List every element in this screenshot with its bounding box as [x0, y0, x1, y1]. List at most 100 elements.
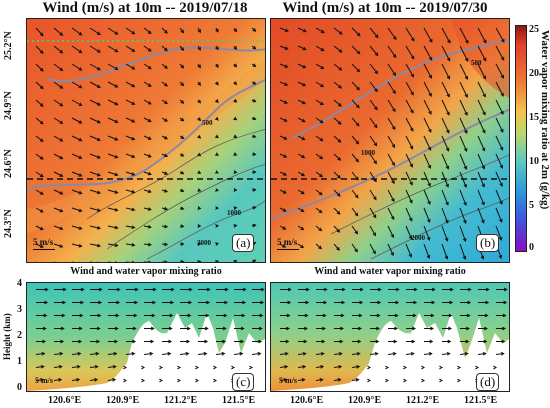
wind-vector	[424, 261, 425, 262]
wind-vector	[369, 63, 378, 74]
wind-vector-head	[429, 339, 434, 344]
wind-vector-head	[241, 313, 246, 318]
wind-vector	[333, 189, 341, 197]
wind-vector-head	[372, 214, 377, 219]
wind-vector	[369, 81, 378, 92]
wind-vector-head	[114, 31, 119, 35]
wind-vector	[333, 117, 342, 125]
wind-vector-head	[233, 116, 238, 121]
wind-vector	[125, 81, 135, 88]
wind-vector-head	[96, 31, 101, 36]
wind-vector-head	[318, 245, 323, 250]
wind-vector-head	[467, 287, 472, 292]
wind-vector-head	[39, 85, 44, 90]
wind-vector-head	[356, 364, 361, 369]
wind-vector-head	[132, 326, 137, 331]
wind-vector-head	[197, 206, 202, 210]
wind-vector	[297, 243, 304, 249]
wind-vector	[315, 99, 324, 106]
wind-vector	[423, 243, 430, 259]
wind-vector	[423, 99, 432, 115]
panel-a-contour-500: 500	[202, 119, 213, 127]
wind-vector	[351, 63, 360, 73]
wind-vector	[495, 117, 504, 133]
wind-vector	[53, 153, 63, 160]
wind-vector-head	[168, 326, 173, 331]
wind-vector-head	[39, 244, 44, 248]
wind-vector-head	[78, 326, 83, 331]
wind-vector-head	[428, 128, 432, 133]
wind-vector-head	[411, 339, 416, 344]
wind-vector-head	[391, 180, 395, 185]
wind-vector	[333, 243, 340, 251]
wind-vector-head	[197, 260, 202, 262]
wind-vector-head	[215, 206, 220, 210]
wind-vector-head	[59, 49, 64, 54]
wind-vector	[351, 189, 359, 198]
wind-vector-head	[188, 287, 193, 292]
wind-vector-head	[385, 378, 390, 383]
wind-vector	[441, 207, 449, 223]
wind-vector-head	[482, 351, 487, 356]
wind-vector	[315, 153, 323, 160]
wind-vector-head	[446, 93, 450, 98]
wind-vector-head	[112, 377, 117, 382]
wind-vector-head	[39, 138, 44, 143]
wind-vector-head	[215, 28, 219, 33]
wind-vector-head	[502, 326, 506, 331]
wind-vector-head	[114, 119, 119, 123]
wind-vector	[297, 135, 305, 141]
wind-vector-head	[257, 351, 262, 356]
wind-vector-head	[78, 120, 83, 124]
wind-vector	[405, 225, 412, 239]
wind-vector-head	[499, 200, 503, 205]
wind-vector-head	[123, 365, 128, 370]
wind-vector	[495, 207, 503, 223]
colorbar-tick-10: 10	[529, 156, 539, 167]
wind-vector	[387, 171, 395, 184]
wind-vector-head	[284, 64, 289, 68]
wind-vector-head	[502, 313, 507, 318]
wind-vector-head	[374, 88, 378, 93]
wind-vector	[71, 117, 82, 124]
colorbar-tick-20: 20	[529, 68, 539, 79]
wind-vector	[441, 135, 450, 151]
wind-vector	[459, 81, 468, 98]
height-tick-3: 3	[17, 304, 22, 315]
wind-vector-head	[114, 172, 119, 177]
panel-b-contour-1000: 1000	[361, 149, 375, 157]
wind-vector	[53, 189, 63, 195]
wind-vector	[251, 353, 261, 355]
wind-vector-head	[357, 339, 362, 344]
lon-tick-c-1209: 120.9°E	[106, 395, 140, 406]
wind-vector-head	[394, 313, 399, 318]
wind-vector	[387, 45, 397, 58]
wind-vector	[423, 63, 432, 79]
wind-vector-head	[141, 378, 146, 383]
wind-vector-head	[78, 173, 83, 177]
wind-vector	[351, 117, 360, 127]
wind-vector-head	[44, 300, 49, 305]
wind-vector	[333, 45, 342, 53]
wind-vector-head	[222, 326, 227, 331]
wind-vector	[351, 99, 360, 109]
wind-vector	[441, 353, 450, 355]
wind-vector	[35, 27, 44, 36]
wind-vector	[315, 45, 324, 52]
wind-vector-head	[319, 119, 324, 124]
panel-b-title: Wind (m/s) at 10m -- 2019/07/30	[282, 0, 488, 16]
wind-vector-head	[301, 100, 306, 105]
wind-vector-head	[448, 326, 452, 331]
wind-vector-head	[319, 155, 324, 160]
wind-vector-head	[180, 206, 185, 211]
wind-vector-head	[62, 287, 67, 292]
wind-vector-head	[252, 63, 257, 67]
wind-vector	[36, 261, 38, 262]
wind-vector	[351, 135, 359, 145]
wind-vector-head	[114, 326, 119, 331]
wind-vector-head	[499, 146, 504, 151]
wind-vector-head	[373, 160, 377, 165]
wind-vector	[495, 81, 504, 97]
wind-vector-head	[374, 351, 379, 356]
wind-vector	[387, 117, 396, 130]
